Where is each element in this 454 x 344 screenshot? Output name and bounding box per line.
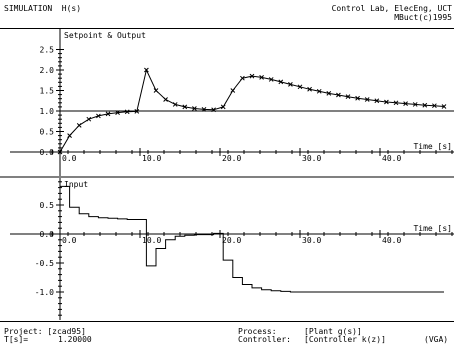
output-plot-data-point: [105, 111, 111, 117]
ts-value: 1.20000: [58, 335, 92, 344]
window-title: SIMULATION H(s): [4, 4, 82, 13]
output-plot-data-point: [278, 79, 284, 85]
input-plot-y-tick-label: 0.5: [40, 201, 55, 210]
output-plot-data-point: [201, 107, 207, 112]
output-plot-data-point: [76, 122, 82, 128]
output-plot-y-tick-label: 2.5: [40, 46, 55, 55]
output-plot-data-point: [355, 95, 360, 101]
output-plot-data-point: [124, 109, 130, 115]
input-plot-x-tick-label: 40.0: [382, 236, 401, 245]
output-plot-data-point: [211, 107, 216, 113]
output-plot-data-point: [134, 109, 140, 114]
output-plot-data-point: [432, 103, 437, 109]
output-plot-x-tick-label: 0.0: [62, 154, 77, 163]
input-plot-x-label: Time [s]: [413, 224, 452, 233]
output-plot-data-point: [249, 73, 255, 79]
output-plot-data-point: [144, 67, 149, 73]
project-label: Project: [zcad95]: [4, 327, 86, 336]
output-plot-data-point: [86, 116, 92, 122]
output-plot-data-point: [57, 149, 63, 155]
status-bar: Project: [zcad95] T[s]= 1.20000 Process:…: [0, 321, 454, 344]
output-plot-data-point: [393, 100, 399, 106]
output-plot-y-tick-label: 1.5: [40, 87, 55, 96]
output-plot-data-point: [240, 75, 245, 81]
input-plot-y-tick-label: 0.0: [40, 230, 55, 239]
output-plot-y-tick-label: 1.0: [40, 107, 55, 116]
controller-value: [Controller k(z)]: [304, 335, 386, 344]
display-mode: (VGA): [424, 335, 449, 344]
input-plot-input-line: [60, 185, 444, 293]
output-plot-data-point: [192, 106, 197, 111]
output-plot-data-point: [326, 91, 332, 96]
input-plot-y-tick-label: -0.5: [35, 259, 54, 268]
process-value: [Plant g(s)]: [304, 327, 362, 336]
output-plot-y-tick-label: 0.5: [40, 128, 55, 137]
input-plot-x-tick-label: 20.0: [222, 236, 241, 245]
output-plot-data-point: [384, 99, 389, 105]
input-plot-title: Input: [64, 180, 88, 189]
output-plot-data-point: [220, 104, 226, 110]
output-plot-x-tick-label: 20.0: [222, 154, 241, 163]
output-plot-data-point: [182, 104, 188, 110]
controller-label: Controller:: [238, 335, 291, 344]
output-plot-data-point: [115, 110, 120, 115]
output-plot-data-point: [364, 97, 370, 102]
output-plot-x-label: Time [s]: [413, 142, 452, 151]
output-plot-y-tick-label: 0.0: [40, 148, 55, 157]
output-plot-data-point: [374, 98, 380, 104]
output-plot-data-point: [307, 86, 312, 92]
output-plot-data-point: [230, 88, 236, 93]
copyright-text: MBuct(c)1995: [394, 13, 452, 22]
ts-label: T[s]=: [4, 335, 29, 344]
input-plot-x-tick-label: 0.0: [62, 236, 77, 245]
output-plot-data-point: [96, 113, 101, 119]
output-plot-x-tick-label: 40.0: [382, 154, 401, 163]
output-plot-data-point: [67, 133, 72, 138]
output-plot-data-point: [336, 92, 341, 98]
title-bar: SIMULATION H(s) Control Lab, ElecEng, UC…: [0, 0, 454, 29]
output-plot-data-point: [153, 88, 159, 93]
output-plot-data-point: [441, 104, 447, 109]
output-plot-data-point: [345, 94, 351, 100]
output-plot-data-point: [288, 81, 293, 87]
process-label: Process:: [238, 327, 277, 336]
output-plot-data-point: [316, 88, 322, 94]
output-plot-data-point: [268, 77, 274, 82]
input-plot-x-tick-label: 10.0: [142, 236, 161, 245]
output-plot-data-point: [403, 101, 408, 106]
output-plot-x-tick-label: 10.0: [142, 154, 161, 163]
input-plot-y-tick-label: -1.0: [35, 288, 54, 297]
input-plot-x-tick-label: 30.0: [302, 236, 321, 245]
output-plot-data-point: [412, 102, 418, 107]
output-plot-setpoint-line: [59, 110, 454, 152]
output-plot-data-point: [172, 102, 178, 107]
output-plot-y-tick-label: 2.0: [40, 66, 55, 75]
output-plot-data-point: [163, 97, 168, 102]
output-plot-x-tick-label: 30.0: [302, 154, 321, 163]
output-plot-data-point: [297, 84, 303, 90]
output-plot-data-point: [422, 102, 428, 108]
output-plot-data-point: [259, 75, 264, 80]
output-plot-title: Setpoint & Output: [64, 31, 146, 40]
lab-name: Control Lab, ElecEng, UCT: [331, 4, 452, 13]
